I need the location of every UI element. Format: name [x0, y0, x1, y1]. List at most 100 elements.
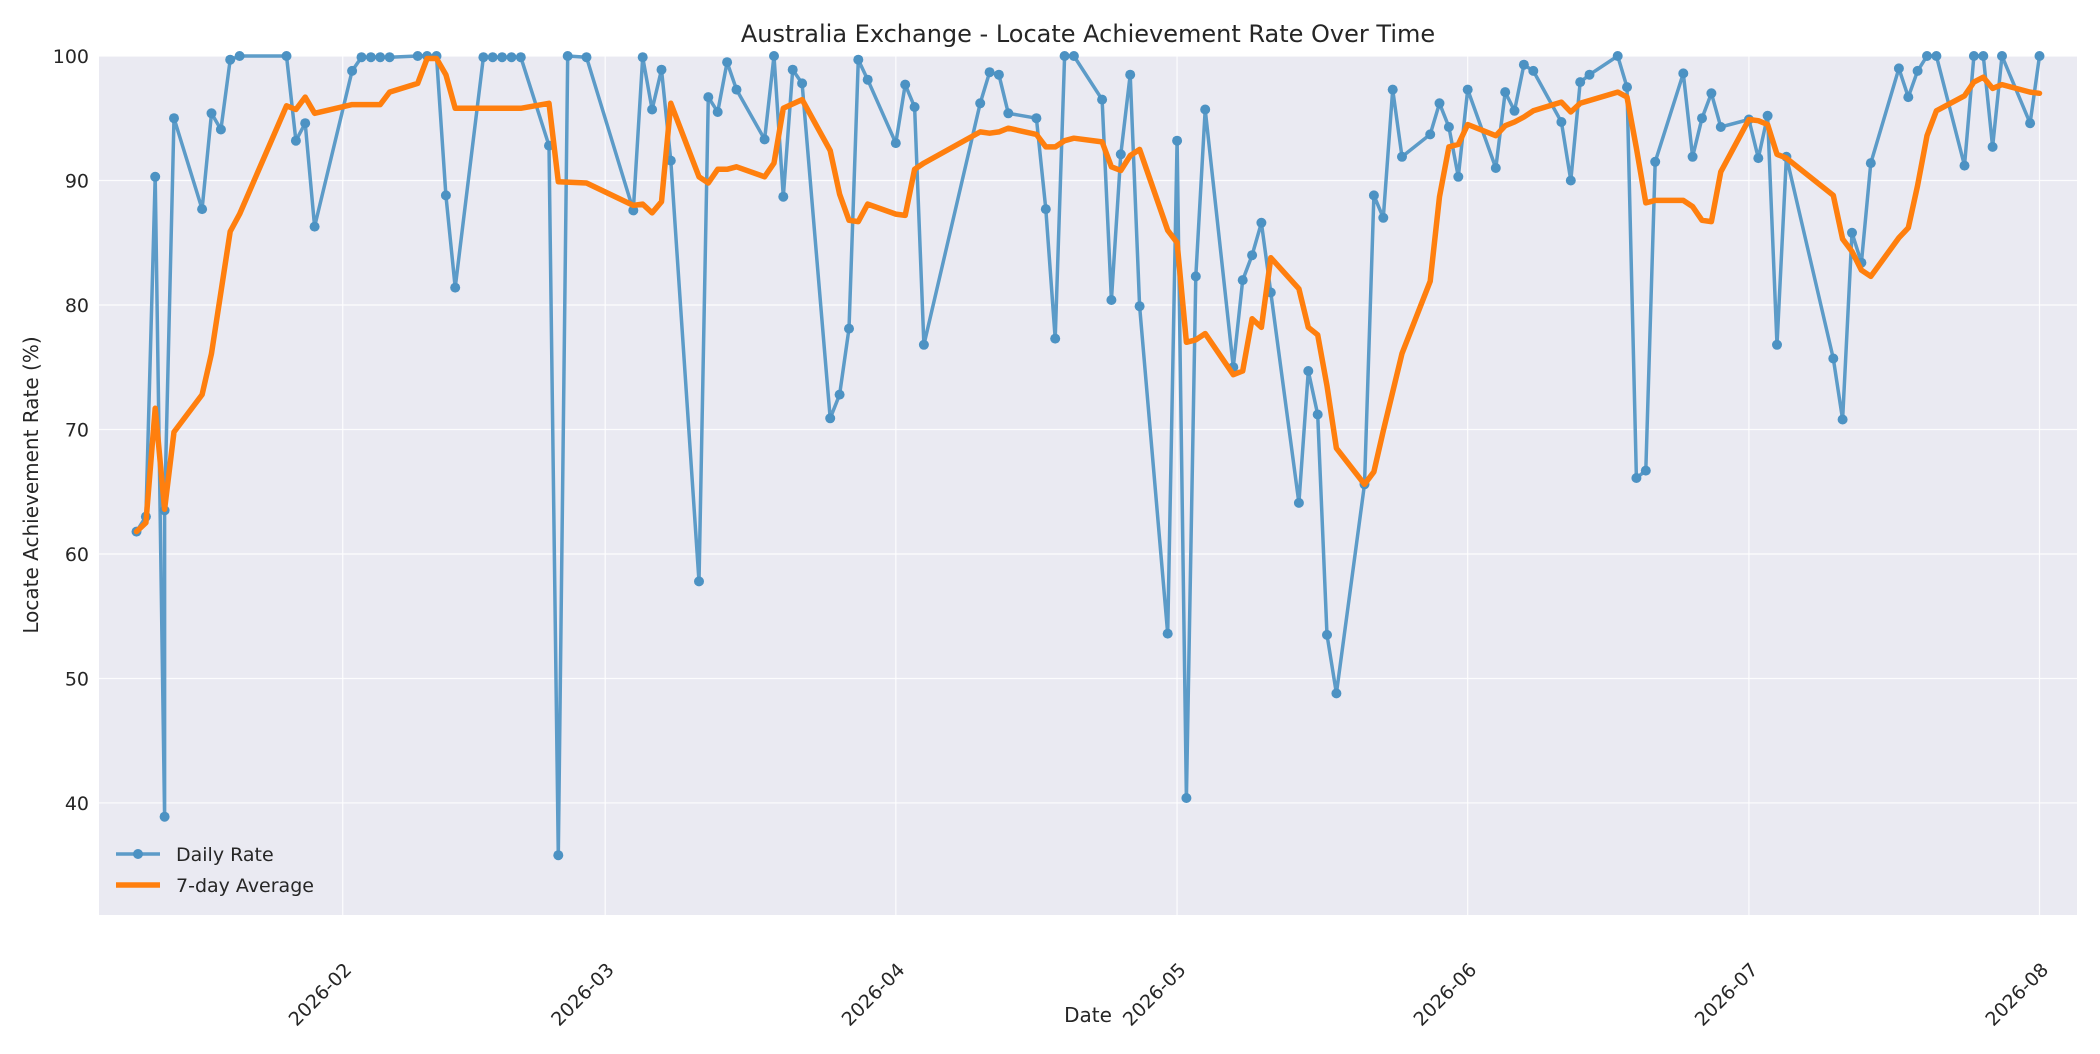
data-point [1556, 117, 1567, 127]
data-point [1772, 339, 1782, 350]
data-point [1706, 88, 1717, 99]
data-point [225, 54, 236, 65]
data-point [1978, 51, 1989, 61]
data-point [797, 78, 808, 89]
data-point [1237, 275, 1248, 286]
y-tick-label: 60 [65, 544, 89, 566]
data-point [1462, 84, 1473, 95]
data-point [1528, 65, 1539, 76]
y-tick-label: 50 [65, 668, 89, 690]
data-point [1125, 69, 1136, 80]
y-tick-label: 90 [65, 170, 89, 192]
data-point [2025, 118, 2036, 129]
data-point [909, 102, 920, 112]
data-point [281, 51, 292, 61]
data-point [1162, 628, 1173, 639]
data-point [497, 52, 508, 63]
data-point [1059, 51, 1070, 61]
data-point [440, 190, 451, 201]
data-point [169, 113, 179, 124]
data-point [1500, 87, 1511, 98]
y-tick-label: 70 [65, 419, 89, 441]
data-point [1584, 69, 1595, 80]
data-point [844, 323, 854, 334]
legend-label-daily-rate: Daily Rate [176, 844, 274, 866]
data-point [347, 65, 358, 76]
y-axis-label: Locate Achievement Rate (%) [19, 336, 43, 633]
data-point [1509, 105, 1520, 116]
data-point [1968, 51, 1979, 61]
data-point [759, 134, 770, 145]
data-point [993, 69, 1004, 80]
data-point [1256, 217, 1267, 228]
data-point [825, 413, 836, 424]
gridlines [99, 55, 2077, 915]
data-point [1762, 110, 1773, 121]
data-point [1068, 51, 1079, 61]
data-point [1893, 63, 1904, 74]
data-point [487, 52, 498, 63]
data-point [562, 51, 573, 61]
data-point [1003, 108, 1014, 119]
data-point [159, 811, 170, 822]
data-point [1987, 141, 1998, 152]
data-point [1031, 113, 1042, 124]
data-point [834, 389, 845, 400]
data-point [1040, 204, 1051, 215]
data-point [1687, 151, 1698, 162]
data-point [234, 51, 245, 61]
data-point [1293, 497, 1304, 508]
data-point [515, 52, 526, 63]
data-point [1247, 250, 1258, 261]
data-point [862, 74, 873, 85]
data-point [150, 171, 161, 182]
data-point [1912, 65, 1923, 76]
data-point [647, 104, 658, 115]
y-tick-label: 80 [65, 295, 89, 317]
data-point [478, 52, 489, 63]
data-point [1443, 122, 1454, 132]
data-point [2034, 51, 2045, 61]
y-axis-ticks: 40 50 60 70 80 90 100 [53, 46, 89, 815]
x-axis-label: Date [1064, 1003, 1112, 1027]
data-point [1378, 212, 1389, 223]
data-point [628, 205, 639, 216]
data-point [787, 64, 798, 75]
data-point [375, 52, 386, 63]
data-point [1828, 353, 1839, 364]
data-point [1847, 227, 1857, 238]
data-point [1678, 68, 1689, 79]
data-point [581, 52, 592, 63]
data-point [1453, 171, 1464, 182]
data-point [215, 124, 226, 135]
y-tick-label: 40 [65, 793, 89, 815]
data-point [1312, 409, 1323, 420]
data-point [984, 67, 995, 78]
data-point [1134, 301, 1145, 312]
legend-label-7-day-average: 7-day Average [176, 875, 314, 897]
data-point [1115, 149, 1126, 160]
data-point [853, 54, 864, 65]
data-point [769, 51, 779, 61]
data-point [197, 204, 208, 215]
data-point [656, 64, 667, 75]
data-point [1200, 104, 1211, 115]
data-point [1997, 51, 2007, 61]
series-line-7-day-average [133, 55, 2043, 535]
data-point [1922, 51, 1932, 61]
data-point [1050, 333, 1061, 344]
data-point [1612, 51, 1623, 61]
data-point [1837, 414, 1848, 425]
data-point [1303, 366, 1314, 376]
legend-marker-daily-rate [133, 849, 143, 859]
data-point [1715, 122, 1726, 132]
data-point [1106, 295, 1117, 305]
data-point [553, 850, 564, 861]
data-point [206, 108, 217, 119]
data-point [1631, 473, 1642, 483]
data-point [778, 191, 789, 202]
data-point [1434, 98, 1445, 109]
data-point [890, 138, 901, 149]
data-point [1865, 158, 1876, 169]
y-tick-label: 100 [53, 46, 89, 68]
